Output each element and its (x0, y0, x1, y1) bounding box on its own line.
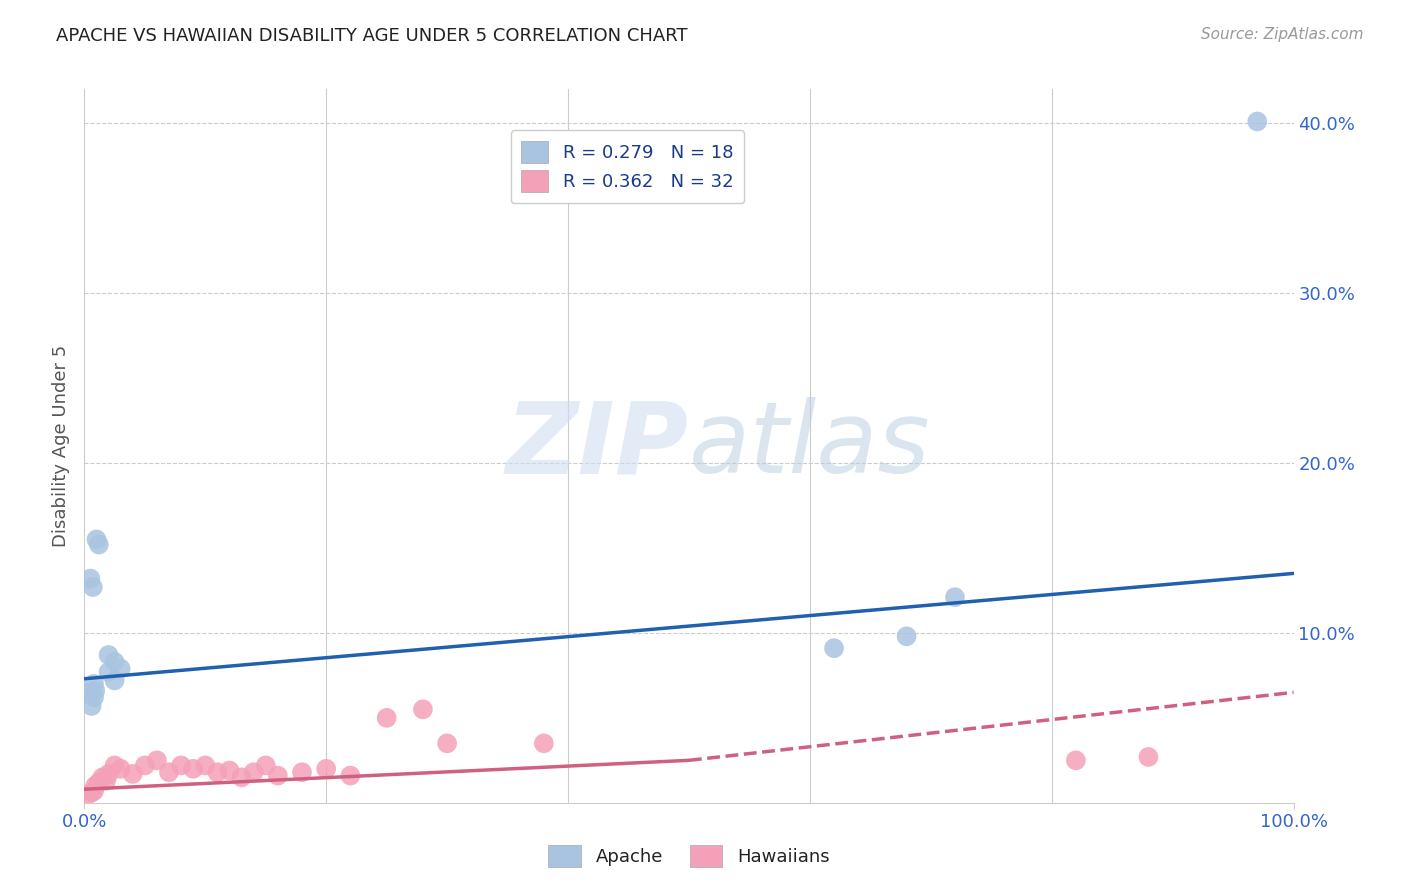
Point (823, 641, 845, 656)
Point (97, 665, 120, 679)
Point (79, 572, 101, 586)
Point (267, 769, 290, 783)
Point (104, 655, 127, 669)
Point (104, 673, 127, 688)
Point (97, 767, 120, 781)
Point (412, 702, 434, 716)
Point (91, 770, 114, 784)
Point (86, 533, 108, 547)
Point (110, 662, 132, 676)
Point (218, 764, 240, 778)
Text: APACHE VS HAWAIIAN DISABILITY AGE UNDER 5 CORRELATION CHART: APACHE VS HAWAIIAN DISABILITY AGE UNDER … (56, 27, 688, 45)
Point (1064, 753, 1087, 767)
Point (533, 736, 555, 750)
Point (84, 779, 107, 793)
Point (83, 677, 105, 691)
Legend: Apache, Hawaiians: Apache, Hawaiians (540, 836, 838, 876)
Point (121, 767, 143, 781)
Point (83, 690, 105, 705)
Point (1246, 114, 1268, 128)
Point (104, 758, 127, 772)
Point (291, 765, 314, 780)
Point (157, 765, 180, 780)
Point (77, 787, 100, 801)
Point (83, 784, 105, 798)
Point (87, 775, 110, 789)
Point (97, 648, 120, 662)
Point (339, 769, 361, 783)
Point (207, 765, 229, 780)
Point (82, 580, 104, 594)
Point (84, 683, 107, 698)
Text: Source: ZipAtlas.com: Source: ZipAtlas.com (1201, 27, 1364, 42)
Point (315, 762, 337, 776)
Text: atlas: atlas (689, 398, 931, 494)
Point (254, 758, 277, 772)
Point (134, 758, 156, 772)
Point (87, 537, 110, 551)
Point (181, 762, 204, 776)
Point (146, 753, 169, 767)
Text: ZIP: ZIP (506, 398, 689, 494)
Point (242, 765, 264, 780)
Point (80, 786, 103, 800)
Point (194, 758, 217, 772)
Point (110, 762, 132, 776)
Point (1137, 750, 1160, 764)
Point (79, 685, 101, 699)
Point (896, 629, 918, 643)
Point (943, 591, 966, 605)
Point (94, 773, 117, 788)
Y-axis label: Disability Age Under 5: Disability Age Under 5 (52, 345, 70, 547)
Point (80, 698, 103, 713)
Point (436, 736, 458, 750)
Point (375, 711, 398, 725)
Point (231, 770, 253, 784)
Point (170, 758, 193, 772)
